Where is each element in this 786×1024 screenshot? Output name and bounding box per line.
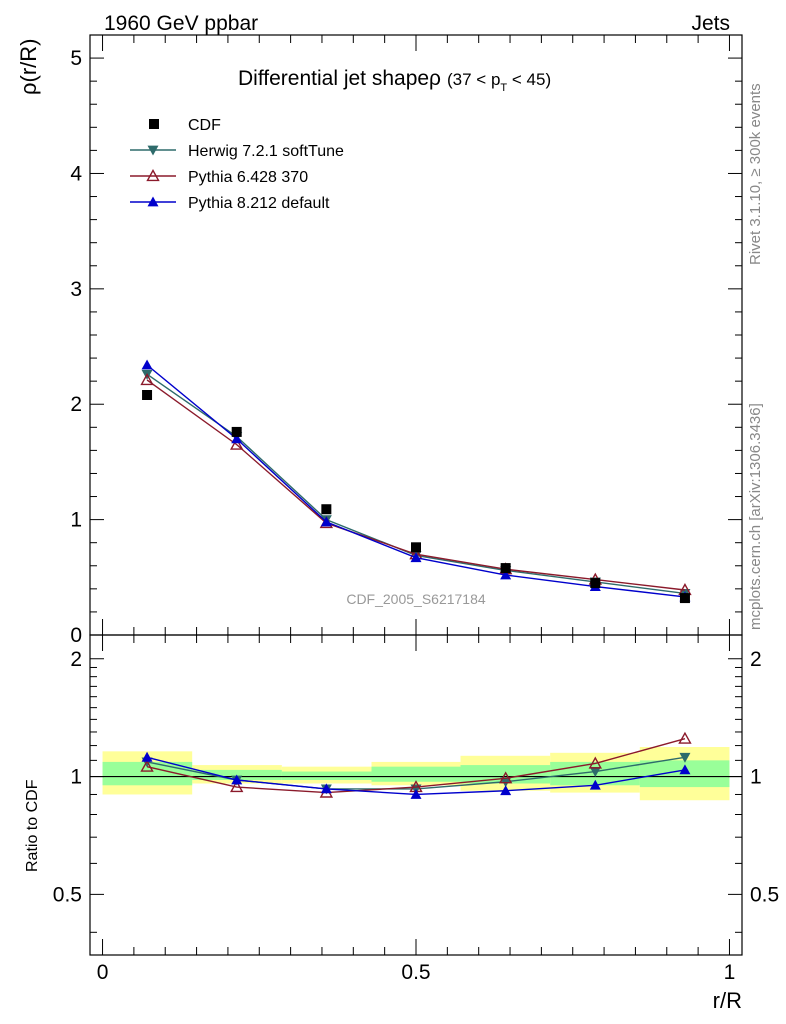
cdf-data-point xyxy=(231,426,242,437)
header-right: Jets xyxy=(691,12,730,35)
band-green-bin xyxy=(192,769,282,780)
band-green-bin xyxy=(102,761,193,786)
ratio-series-point xyxy=(500,785,512,796)
ratio-y-tick-label-right: 1 xyxy=(750,766,762,789)
ratio-y-tick-label: 1 xyxy=(70,766,82,789)
x-tick-label: 1 xyxy=(724,961,736,984)
legend-label: Pythia 8.212 default xyxy=(188,195,330,212)
main-series-point xyxy=(140,373,154,386)
legend-cdf-marker xyxy=(149,119,159,129)
ratio-plot-series xyxy=(140,731,692,799)
ratio-series-line xyxy=(146,737,686,794)
legend: CDF Herwig 7.2.1 softTune Pythia 6.428 370… xyxy=(130,117,344,212)
cdf-data-point xyxy=(411,542,421,553)
cdf-data-point xyxy=(679,593,690,604)
main-y-tick-label: 3 xyxy=(70,278,82,301)
legend-marker xyxy=(146,169,160,182)
ratio-series-point xyxy=(589,767,601,778)
ratio-series-point xyxy=(410,788,422,799)
main-y-tick-label: 0 xyxy=(70,624,82,647)
cdf-data-point xyxy=(500,563,511,574)
main-series-point xyxy=(231,433,243,444)
main-series-point xyxy=(230,437,244,450)
main-y-tick-label: 2 xyxy=(70,393,82,416)
cdf-data-point xyxy=(321,504,332,515)
band-green-bin xyxy=(371,766,461,782)
ratio-y-tick-label: 0.5 xyxy=(53,883,82,906)
ratio-series-point xyxy=(231,774,243,785)
main-y-tick-label: 1 xyxy=(70,509,82,532)
ratio-series-point xyxy=(679,752,691,763)
ratio-series-point xyxy=(589,779,601,790)
x-tick-label: 0 xyxy=(97,961,109,984)
ratio-series-point xyxy=(678,731,692,744)
main-series-point xyxy=(500,569,512,580)
rivet-label: Rivet 3.1.10, ≥ 300k events xyxy=(747,83,764,265)
title-main: Differential jet shapeρ xyxy=(238,67,441,90)
axes: 0 1 2 3 4 5 0 0.5 1 0.5 0.5 1 1 2 2 xyxy=(53,34,779,984)
main-y-tick-label: 5 xyxy=(70,47,82,70)
main-series-point xyxy=(410,552,422,563)
ratio-series-point xyxy=(141,751,153,762)
ratio-series-point xyxy=(140,759,154,772)
ratio-y-tick-label: 2 xyxy=(70,648,82,671)
main-ylabel: ρ(r/R) xyxy=(16,39,41,96)
ratio-ylabel: Ratio to CDF xyxy=(24,779,41,872)
mcplots-label: mcplots.cern.ch [arXiv:1306.3436] xyxy=(747,403,764,630)
ratio-series-point xyxy=(230,780,244,793)
ratio-series-point xyxy=(498,771,513,784)
legend-label: Herwig 7.2.1 softTune xyxy=(188,143,344,160)
legend-marker xyxy=(147,145,159,156)
main-series-point xyxy=(141,359,153,370)
plot-title: Differential jet shapeρ (37 < pT < 45) xyxy=(238,67,551,94)
x-axis-label: r/R xyxy=(713,988,742,1013)
main-y-tick-label: 4 xyxy=(70,162,82,185)
header-left: 1960 GeV ppbar xyxy=(104,12,258,35)
ratio-y-tick-label-right: 2 xyxy=(750,648,762,671)
title-cut-subscript: T xyxy=(500,82,507,94)
ratio-series-point xyxy=(588,756,602,769)
main-plot-series xyxy=(140,359,692,604)
title-cut: (37 < p xyxy=(447,70,500,89)
ratio-series-point xyxy=(320,783,332,794)
cdf-data-point xyxy=(590,578,601,589)
main-series-line xyxy=(146,364,686,598)
analysis-watermark: CDF_2005_S6217184 xyxy=(346,591,486,607)
main-series-point xyxy=(320,516,332,527)
ratio-y-tick-label-right: 0.5 xyxy=(750,883,779,906)
title-cut-close: < 45) xyxy=(507,70,551,89)
legend-label: Pythia 6.428 370 xyxy=(188,169,308,186)
legend-label: CDF xyxy=(188,117,221,134)
legend-marker xyxy=(147,196,159,207)
x-tick-label: 0.5 xyxy=(401,961,430,984)
ratio-series-point xyxy=(679,764,691,775)
band-green-bin xyxy=(281,771,372,780)
cdf-data-point xyxy=(142,390,153,400)
